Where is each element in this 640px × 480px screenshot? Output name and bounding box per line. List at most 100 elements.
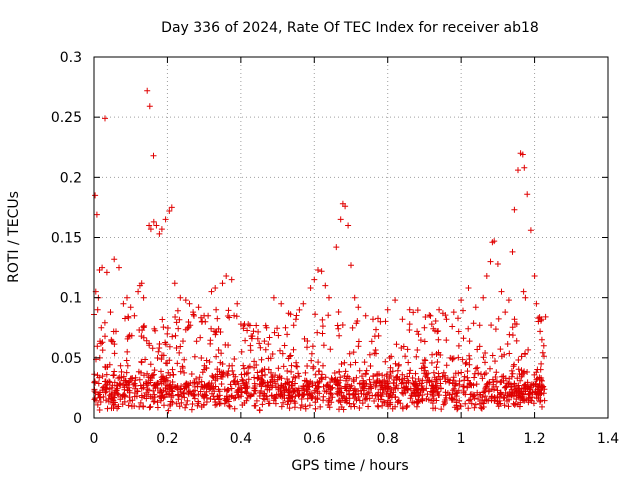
data-point [94,401,101,408]
data-point [399,371,406,378]
data-point [175,392,182,399]
data-point [471,395,478,402]
data-point [492,374,499,380]
data-point [96,407,103,413]
data-point [354,318,361,324]
data-point [435,336,442,343]
data-point [468,391,475,398]
data-point [155,348,162,355]
data-point [253,397,260,404]
data-point [312,405,319,412]
data-point [461,377,468,384]
data-point [422,364,428,371]
data-point [412,393,419,400]
data-point [231,312,238,319]
data-point [356,405,363,411]
data-point [476,343,483,350]
data-point [346,375,353,382]
data-point [472,401,479,408]
data-point [282,324,289,331]
data-point [128,403,135,410]
data-point [415,386,422,392]
data-point [463,359,470,366]
data-point [428,321,435,328]
data-point [168,204,175,211]
data-point [306,402,313,409]
data-point [161,402,167,409]
data-point [411,387,417,394]
data-point [308,357,315,364]
data-point [511,206,518,213]
data-point [377,318,384,325]
data-point [124,294,130,301]
data-point [428,397,435,404]
data-point [410,309,417,316]
data-point [195,304,202,311]
data-point [245,376,252,383]
data-point [289,378,296,385]
data-point [298,402,305,408]
data-point [457,403,464,409]
data-point [307,378,314,385]
data-point [226,402,232,409]
data-point [98,324,105,331]
data-point [476,391,483,398]
data-point [285,386,292,393]
data-point [191,353,198,360]
data-point [176,316,183,323]
data-point [429,388,436,395]
y-tick-label: 0.25 [51,110,82,126]
data-point [538,360,545,367]
data-point [251,358,258,365]
data-point [186,300,193,307]
data-point [320,393,327,400]
data-point [384,388,391,395]
data-point [387,364,394,371]
data-point [166,357,173,364]
x-axis-label: GPS time / hours [291,458,408,474]
data-point [111,368,118,375]
data-point [204,382,211,389]
data-point [228,276,235,283]
data-point [259,372,266,379]
data-point [434,359,441,365]
data-point [399,316,406,323]
data-point [342,397,348,404]
data-point [353,396,360,403]
data-point [94,343,101,350]
data-point [287,311,294,318]
data-point [541,397,548,404]
data-point [237,385,244,391]
data-point [199,383,206,390]
data-point [449,323,456,330]
data-point [480,294,487,301]
y-tick-label: 0.1 [60,291,82,307]
data-point [178,399,185,406]
data-point [165,369,172,376]
data-point [436,392,443,398]
data-point [183,401,190,408]
data-point [247,342,254,349]
data-point [320,342,327,349]
data-point [218,350,225,357]
data-point [282,387,289,394]
data-point [537,366,544,373]
data-point [314,329,321,336]
data-point [259,380,266,387]
data-point [492,358,498,365]
data-point [355,338,362,345]
data-point [360,377,367,384]
data-point [196,379,202,386]
data-point [360,391,367,398]
data-point [464,368,471,375]
data-point [268,369,274,376]
data-point [481,397,488,404]
data-point [231,356,238,362]
data-point [371,398,378,404]
data-point [519,151,526,158]
data-point [519,371,526,378]
data-point [221,386,228,393]
data-point [471,370,478,377]
data-point [177,294,184,301]
data-point [180,390,187,396]
